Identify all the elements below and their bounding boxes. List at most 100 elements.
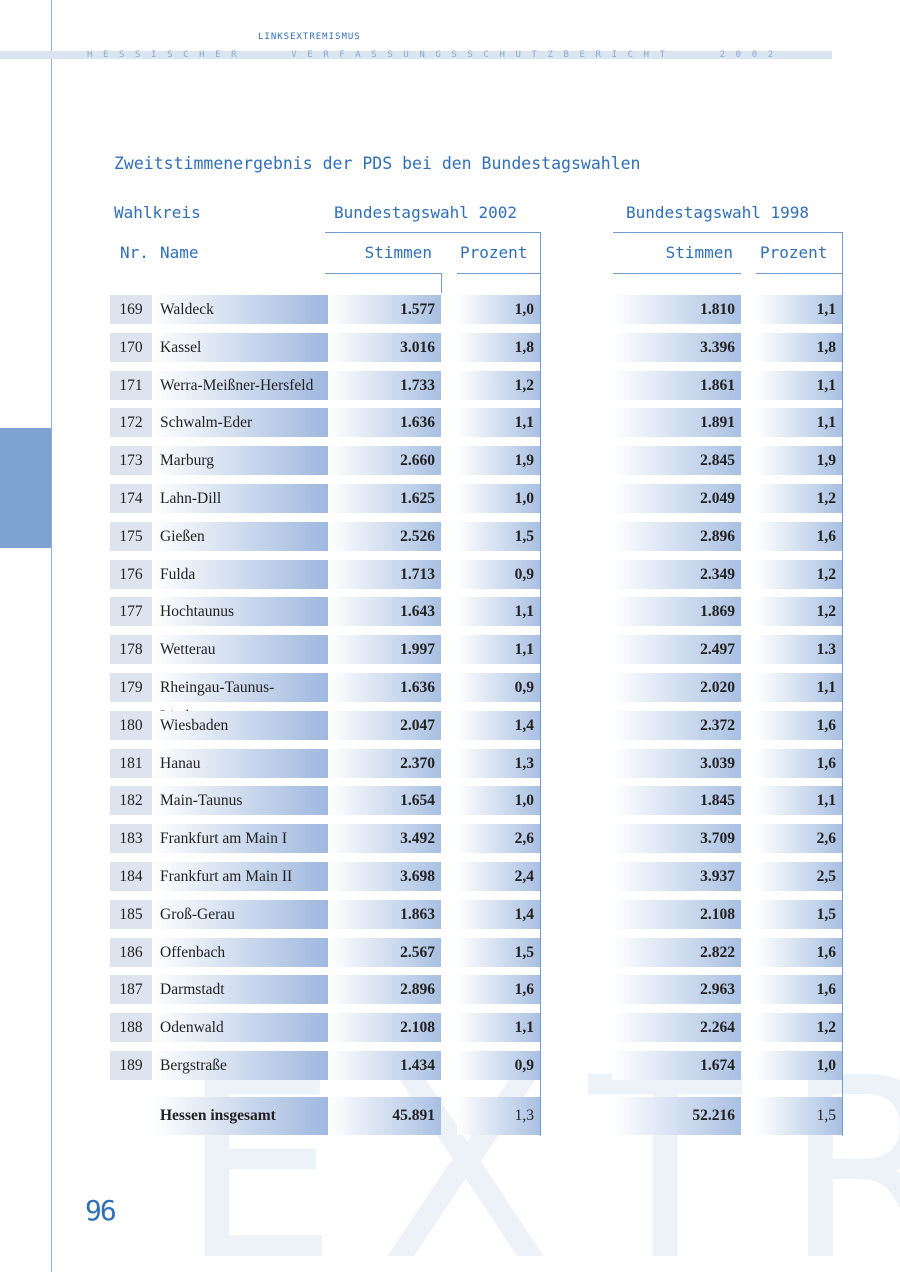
group-header: Bundestagswahl 1998 (626, 203, 810, 222)
table-cell: 1,2 (756, 1013, 842, 1043)
table-cell: 180 (110, 710, 152, 740)
table-cell: 177 (110, 597, 152, 627)
table-cell: 1,6 (756, 975, 842, 1005)
section-label: LINKSEXTREMISMUS (258, 32, 361, 42)
table-cell: 1,1 (756, 673, 842, 702)
side-tab (0, 428, 51, 548)
district-name: Groß-Gerau (152, 899, 328, 929)
table-cell: 1,5 (756, 899, 842, 929)
table-cell: 1,6 (457, 975, 540, 1005)
table-cell: 0,9 (457, 673, 540, 702)
table-cell: 2.567 (328, 937, 441, 967)
table-cell: 1.713 (328, 559, 441, 589)
table-cell: 183 (110, 824, 152, 854)
rule (613, 232, 842, 233)
table-title: Zweitstimmenergebnis der PDS bei den Bun… (114, 154, 641, 173)
table-cell: 186 (110, 937, 152, 967)
table-cell: 1,1 (457, 408, 540, 438)
table-cell: 1,6 (756, 710, 842, 740)
table-cell: 2.047 (328, 710, 441, 740)
district-name: Frankfurt am Main II (152, 862, 328, 891)
district-name: Marburg (152, 446, 328, 476)
table-cell: 170 (110, 332, 152, 362)
table-cell: 3.396 (612, 332, 741, 362)
table-cell: 1.636 (328, 408, 441, 438)
table-cell: 176 (110, 559, 152, 589)
table-cell: 2.845 (612, 446, 741, 476)
table-cell: 2,6 (756, 824, 842, 854)
table-cell: 2.526 (328, 521, 441, 551)
table-cell: 2.108 (328, 1013, 441, 1043)
margin-line (51, 0, 52, 1272)
table-cell: 2.264 (612, 1013, 741, 1043)
table-cell: 1,1 (756, 370, 842, 400)
table-cell: 1,5 (457, 937, 540, 967)
table-cell: 1,1 (756, 408, 842, 438)
table-cell: 2.020 (612, 673, 741, 702)
table-cell: 1.733 (328, 370, 441, 400)
table-cell: 1,0 (756, 1051, 842, 1080)
table-cell: 1.3 (756, 635, 842, 665)
rule (842, 232, 843, 1136)
table-cell: 1.674 (612, 1051, 741, 1080)
table-cell: 2.822 (612, 937, 741, 967)
district-name: Lahn-Dill (152, 484, 328, 513)
district-name: Gießen (152, 521, 328, 551)
rule (325, 273, 441, 274)
table-cell: 1,0 (457, 484, 540, 513)
table-cell: 169 (110, 295, 152, 324)
table-cell: 1,6 (756, 748, 842, 778)
total-cell: 45.891 (328, 1097, 441, 1135)
table-cell: 1,9 (756, 446, 842, 476)
table-cell: 2,4 (457, 862, 540, 891)
district-name: Darmstadt (152, 975, 328, 1005)
table-cell: 1,2 (457, 370, 540, 400)
table-cell: 1,1 (457, 597, 540, 627)
district-name: Bergstraße (152, 1051, 328, 1080)
column-header: Name (160, 243, 199, 262)
rule (457, 273, 540, 274)
table-cell: 1.997 (328, 635, 441, 665)
table-cell: 2,6 (457, 824, 540, 854)
table-cell: 1.654 (328, 786, 441, 816)
table-cell: 0,9 (457, 559, 540, 589)
column-header: Stimmen (665, 243, 733, 262)
table-cell: 1,9 (457, 446, 540, 476)
rule (325, 232, 540, 233)
district-name: Werra-Meißner-Hersfeld (152, 370, 328, 400)
table-cell: 3.698 (328, 862, 441, 891)
district-name: Hochtaunus (152, 597, 328, 627)
column-header: Stimmen (364, 243, 432, 262)
table-cell: 1,4 (457, 710, 540, 740)
table-cell: 3.709 (612, 824, 741, 854)
district-name: Rheingau-Taunus-Limburg (152, 673, 328, 725)
district-name: Odenwald (152, 1013, 328, 1043)
district-name: Waldeck (152, 295, 328, 324)
table-cell: 1.863 (328, 899, 441, 929)
table-cell: 1,6 (756, 937, 842, 967)
district-name: Hanau (152, 748, 328, 778)
table-cell: 2.896 (612, 521, 741, 551)
table-cell: 3.039 (612, 748, 741, 778)
column-header: Nr. (120, 243, 149, 262)
table-cell: 2.349 (612, 559, 741, 589)
table-cell: 1,3 (457, 748, 540, 778)
table-cell: 1,1 (457, 1013, 540, 1043)
table-cell: 1,2 (756, 484, 842, 513)
table-cell: 2.497 (612, 635, 741, 665)
table-cell: 1.845 (612, 786, 741, 816)
district-name: Wiesbaden (152, 710, 328, 740)
table-cell: 185 (110, 899, 152, 929)
total-cell: 1,3 (457, 1097, 540, 1135)
table-cell: 1,5 (457, 521, 540, 551)
table-cell: 1,0 (457, 295, 540, 324)
column-header: Prozent (460, 243, 528, 262)
table-cell: 3.016 (328, 332, 441, 362)
total-cell: 52.216 (612, 1097, 741, 1135)
running-title: HESSISCHER VERFASSUNGSSCHUTZBERICHT 2002 (87, 50, 784, 60)
table-cell: 179 (110, 673, 152, 702)
district-name: Wetterau (152, 635, 328, 665)
table-cell: 1,2 (756, 597, 842, 627)
table-cell: 1.861 (612, 370, 741, 400)
